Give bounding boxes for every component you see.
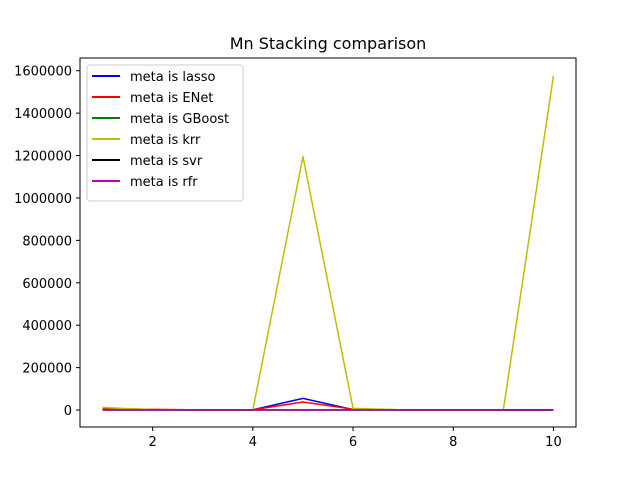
y-tick-label: 1600000 xyxy=(14,65,72,80)
y-tick-label: 200000 xyxy=(22,362,72,377)
legend-label-0: meta is lasso xyxy=(130,70,215,85)
legend-label-4: meta is svr xyxy=(130,154,203,169)
y-tick-label: 0 xyxy=(64,404,72,419)
x-tick-label: 2 xyxy=(149,435,157,450)
y-tick-label: 1200000 xyxy=(14,150,72,165)
y-tick-label: 1000000 xyxy=(14,192,72,207)
y-tick-label: 400000 xyxy=(22,319,72,334)
x-tick-label: 8 xyxy=(449,435,457,450)
y-tick-label: 800000 xyxy=(22,234,72,249)
y-tick-label: 1400000 xyxy=(14,107,72,122)
y-axis: 0 200000 400000 600000 800000 1000000 1200000 1… xyxy=(14,65,80,419)
x-axis: 2 4 6 8 10 xyxy=(149,427,562,450)
legend-label-5: meta is rfr xyxy=(130,175,198,190)
legend-box xyxy=(86,64,244,202)
x-tick-label: 10 xyxy=(545,435,562,450)
legend-label-1: meta is ENet xyxy=(130,91,213,106)
legend-label-3: meta is krr xyxy=(130,133,201,148)
x-tick-label: 6 xyxy=(349,435,357,450)
legend-label-2: meta is GBoost xyxy=(130,112,229,127)
y-tick-label: 600000 xyxy=(22,277,72,292)
plot-area-frame xyxy=(79,57,577,428)
x-tick-label: 4 xyxy=(249,435,257,450)
series-lines xyxy=(102,75,555,411)
chart-title: Mn Stacking comparison xyxy=(230,34,427,53)
legend: meta is lasso meta is ENet meta is GBoost m… xyxy=(86,64,244,202)
